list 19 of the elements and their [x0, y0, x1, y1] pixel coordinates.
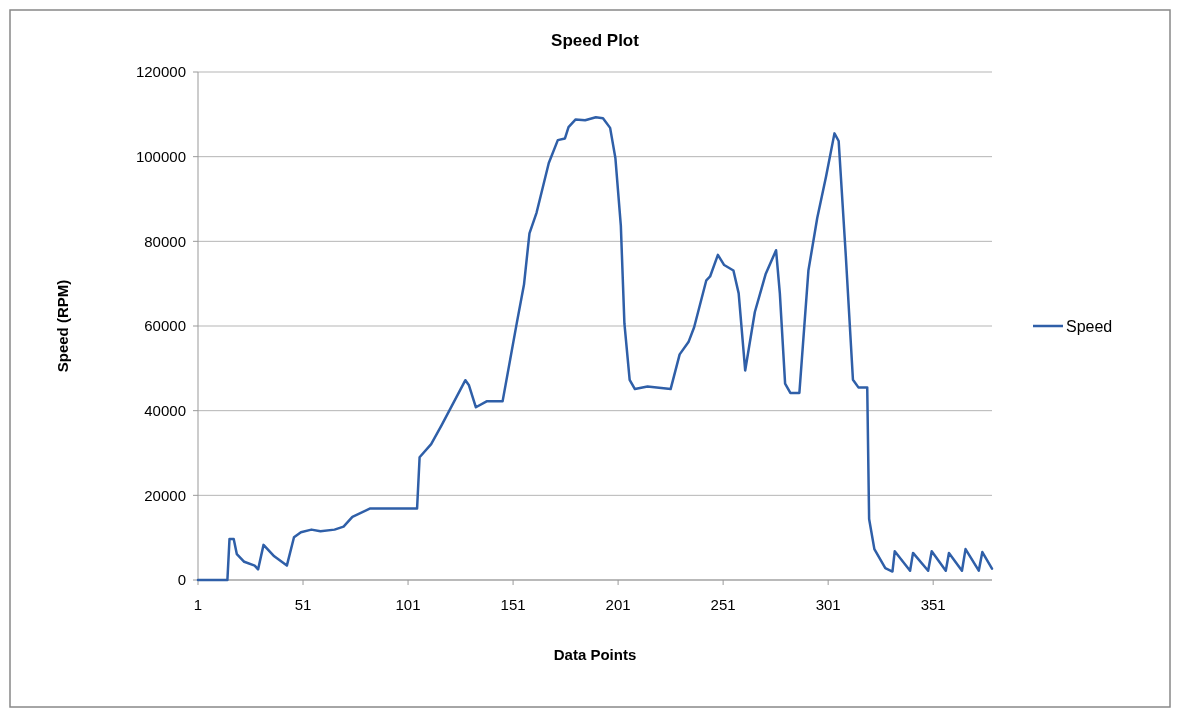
y-tick-label: 120000: [135, 63, 186, 81]
x-tick-label: 201: [605, 596, 631, 613]
x-tick-label: 101: [395, 596, 421, 613]
x-tick-label: 51: [294, 596, 312, 613]
legend-label: Speed: [1066, 317, 1113, 335]
y-tick-label: 0: [177, 571, 186, 589]
y-tick-label: 100000: [135, 147, 186, 165]
x-tick-label: 1: [193, 596, 203, 613]
x-tick-label: 351: [920, 596, 946, 613]
chart-title: Speed Plot: [551, 31, 640, 50]
x-axis-title: Data Points: [553, 646, 637, 663]
y-tick-label: 20000: [144, 486, 186, 504]
x-tick-label: 251: [710, 596, 736, 613]
x-tick-label: 151: [500, 596, 526, 613]
y-tick-label: 80000: [144, 232, 186, 250]
y-tick-label: 40000: [144, 401, 186, 419]
x-tick-label: 301: [815, 596, 841, 613]
y-axis-title: Speed (RPM): [54, 279, 71, 373]
y-tick-label: 60000: [144, 317, 186, 335]
